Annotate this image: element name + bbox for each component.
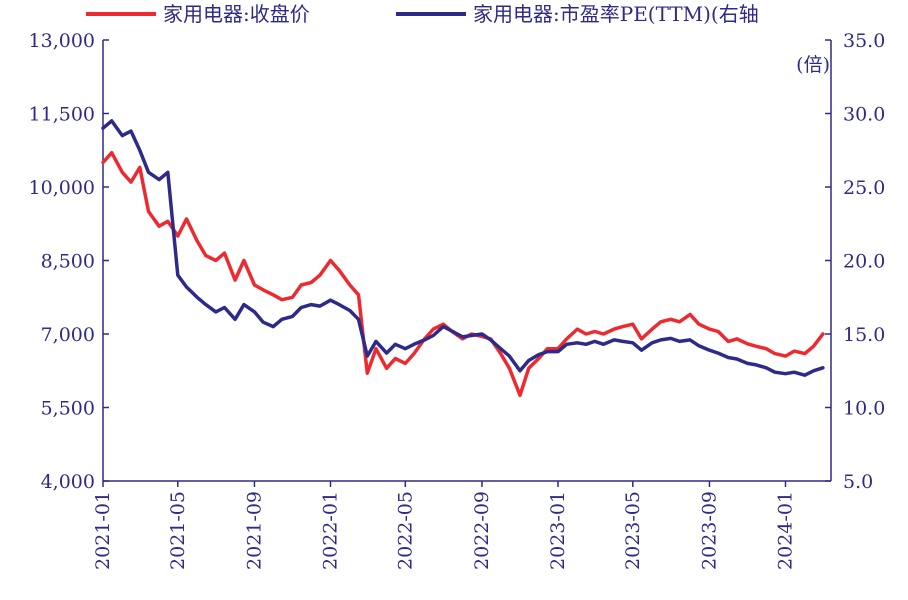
x-tick-label: 2023-05 xyxy=(622,491,644,570)
x-tick-label: 2022-05 xyxy=(394,491,416,570)
right-y-tick-label: 30.0 xyxy=(843,104,885,126)
legend: 家用电器:收盘价 家用电器:市盈率PE(TTM)(右轴 xyxy=(86,2,759,26)
x-tick-label: 2023-09 xyxy=(698,491,720,570)
price-series-line xyxy=(101,150,825,398)
x-tick-label: 2021-09 xyxy=(243,491,265,570)
x-tick-label: 2021-01 xyxy=(92,491,114,570)
x-tick-label: 2022-01 xyxy=(320,491,342,570)
legend-label-price: 家用电器:收盘价 xyxy=(163,2,310,26)
left-y-tick-label: 13,000 xyxy=(29,30,95,52)
left-y-tick-label: 11,500 xyxy=(29,104,95,126)
x-tick-label: 2023-01 xyxy=(547,491,569,570)
right-y-tick-label: 10.0 xyxy=(843,398,885,420)
pe-series-line xyxy=(101,119,825,377)
right-y-tick-label: 5.0 xyxy=(843,471,873,493)
legend-label-pe: 家用电器:市盈率PE(TTM)(右轴 xyxy=(473,2,759,26)
left-y-tick-label: 7,000 xyxy=(41,324,95,346)
left-y-tick-label: 10,000 xyxy=(29,177,95,199)
axes: 4,000 5,500 7,000 8,500 10,000 11,500 13,000 5.… xyxy=(29,30,886,570)
x-tick-label: 2022-09 xyxy=(471,491,493,570)
right-y-tick-label: 20.0 xyxy=(843,251,885,273)
right-y-tick-label: 15.0 xyxy=(843,324,885,346)
x-tick-label: 2021-05 xyxy=(167,491,189,570)
left-y-tick-label: 5,500 xyxy=(41,398,95,420)
right-y-tick-label: 25.0 xyxy=(843,177,885,199)
x-tick-label: 2024-01 xyxy=(775,491,797,570)
series-lines xyxy=(101,119,825,398)
left-y-tick-label: 4,000 xyxy=(41,471,95,493)
right-axis-unit: (倍) xyxy=(796,54,830,76)
right-y-tick-label: 35.0 xyxy=(843,30,885,52)
left-y-tick-label: 8,500 xyxy=(41,251,95,273)
